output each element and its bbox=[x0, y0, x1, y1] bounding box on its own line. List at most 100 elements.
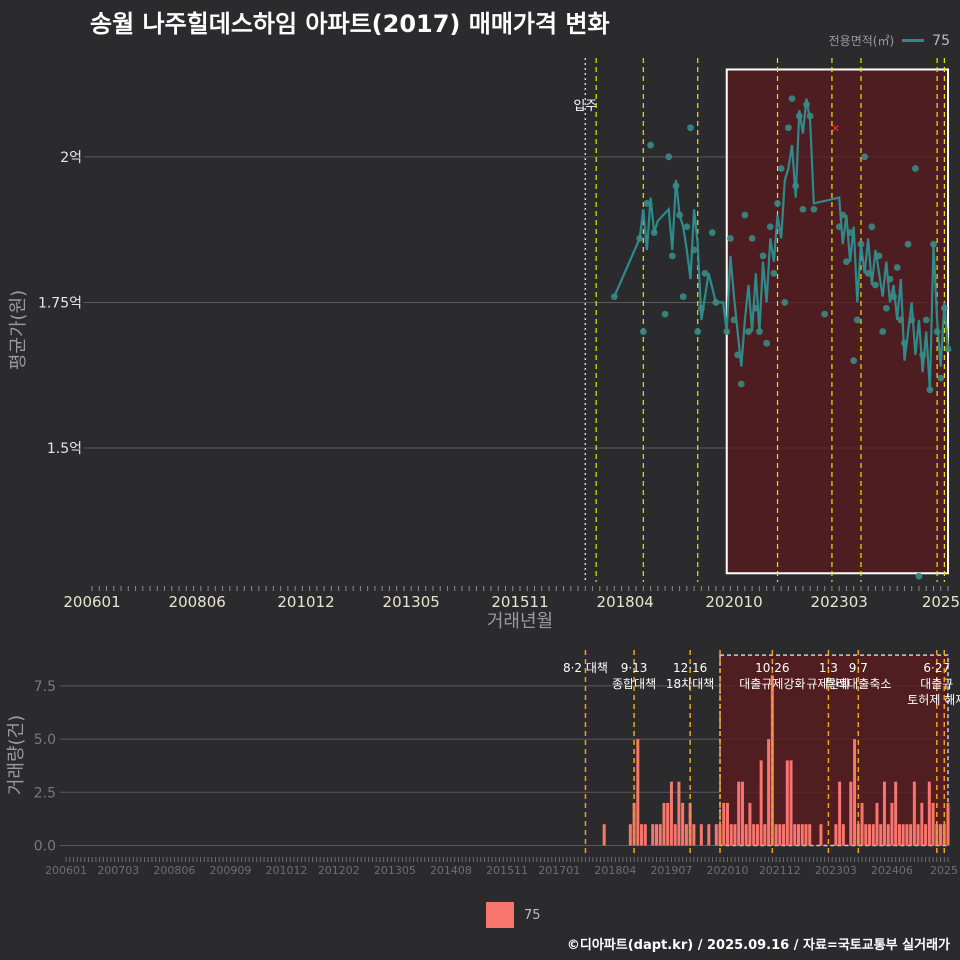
vol-x-tick-label: 200806 bbox=[153, 864, 195, 877]
x-tick-label: 201511 bbox=[491, 593, 548, 611]
volume-bar bbox=[740, 781, 744, 846]
volume-bar bbox=[841, 824, 845, 846]
vol-x-tick-label: 201804 bbox=[594, 864, 636, 877]
volume-bar bbox=[692, 824, 696, 846]
price-point bbox=[933, 328, 941, 335]
price-point bbox=[835, 223, 843, 231]
price-point bbox=[737, 380, 745, 388]
price-point bbox=[879, 328, 887, 335]
price-point bbox=[672, 182, 680, 190]
price-point bbox=[839, 211, 847, 219]
max-marker: × bbox=[831, 122, 840, 135]
policy-label: 8·2 대책 bbox=[563, 660, 608, 675]
volume-bar bbox=[909, 824, 913, 846]
price-point bbox=[636, 234, 644, 242]
move-in-label: 입주 bbox=[573, 99, 597, 114]
price-point bbox=[755, 328, 763, 335]
policy-label: 1·3 bbox=[819, 661, 838, 675]
legend-title: 전용면적(㎡) bbox=[828, 34, 895, 48]
vol-x-tick-label: 200601 bbox=[45, 864, 87, 877]
vol-x-tick-label: 202010 bbox=[707, 864, 749, 877]
price-point bbox=[803, 101, 810, 108]
volume-bar bbox=[916, 824, 920, 846]
price-point bbox=[853, 316, 861, 324]
volume-bar bbox=[879, 824, 883, 846]
volume-bar bbox=[752, 824, 756, 846]
volume-bar bbox=[793, 824, 797, 846]
price-point bbox=[785, 124, 792, 132]
volume-bar bbox=[673, 824, 677, 846]
volume-bar bbox=[946, 802, 950, 846]
volume-bar bbox=[748, 802, 752, 846]
price-point bbox=[868, 223, 876, 231]
price-point bbox=[857, 240, 865, 248]
policy-label: 9·7 bbox=[849, 661, 868, 675]
volume-bar bbox=[819, 824, 823, 846]
x-tick-label: 202010 bbox=[705, 593, 762, 611]
volume-bar bbox=[729, 824, 733, 846]
volume-bar bbox=[654, 824, 658, 846]
volume-bar bbox=[931, 802, 935, 846]
volume-bar bbox=[920, 802, 924, 846]
volume-bar bbox=[849, 781, 853, 846]
vol-x-tick-label: 201202 bbox=[318, 864, 360, 877]
price-point bbox=[850, 357, 858, 365]
price-point bbox=[893, 264, 901, 271]
x-tick-label: 200601 bbox=[63, 593, 120, 611]
price-point bbox=[676, 211, 683, 219]
price-point bbox=[697, 304, 705, 312]
legend-bar-label: 75 bbox=[524, 907, 541, 923]
volume-bar bbox=[804, 824, 808, 846]
price-point bbox=[610, 293, 618, 301]
volume-bar bbox=[763, 824, 767, 846]
volume-bar bbox=[651, 824, 655, 846]
price-point bbox=[759, 252, 767, 260]
footer-credit: ©디아파트(dapt.kr) / 2025.09.16 / 자료=국토교통부 실… bbox=[566, 938, 950, 953]
price-point bbox=[864, 269, 872, 277]
vol-x-tick-label: 201907 bbox=[650, 864, 692, 877]
volume-bar bbox=[797, 824, 801, 846]
volume-bar bbox=[789, 760, 793, 846]
volume-bar bbox=[860, 802, 864, 846]
price-point bbox=[665, 153, 673, 161]
price-point bbox=[799, 205, 807, 213]
x-tick-label: 201804 bbox=[597, 593, 654, 611]
price-point bbox=[679, 293, 687, 301]
volume-bar bbox=[737, 781, 741, 846]
price-point bbox=[915, 572, 923, 580]
page-title: 송월 나주힐데스하임 아파트(2017) 매매가격 변화 bbox=[90, 10, 610, 38]
price-point bbox=[726, 234, 734, 242]
price-point bbox=[810, 205, 818, 213]
volume-bar bbox=[699, 824, 703, 846]
volume-bar bbox=[890, 802, 894, 846]
price-point bbox=[643, 200, 651, 207]
vol-y-tick-label: 7.5 bbox=[34, 679, 56, 695]
legend-line-swatch bbox=[902, 39, 925, 42]
volume-bar bbox=[868, 824, 872, 846]
policy-label: 12·16 bbox=[673, 661, 707, 675]
volume-bar bbox=[669, 781, 673, 846]
volume-bar bbox=[838, 781, 842, 846]
volume-bar bbox=[886, 824, 890, 846]
vol-y-tick-label: 5.0 bbox=[34, 732, 56, 748]
volume-bar bbox=[778, 824, 782, 846]
price-chart: 1.5억 1.75억 2억 입주 × 200601 200806 201012 201305 20… bbox=[8, 58, 960, 632]
vol-y-axis-title: 거래량(건) bbox=[6, 715, 27, 795]
volume-bar bbox=[774, 824, 778, 846]
x-minor-ticks bbox=[91, 586, 949, 591]
volume-bar bbox=[628, 824, 632, 846]
vol-x-tick-label: 201511 bbox=[486, 864, 528, 877]
policy-label: 특례대출축소 bbox=[825, 677, 891, 691]
x-tick-label: 200806 bbox=[169, 593, 226, 611]
legend-bar-swatch bbox=[486, 902, 514, 928]
price-point bbox=[911, 165, 919, 172]
volume-bar bbox=[901, 824, 905, 846]
volume-bar bbox=[602, 824, 606, 846]
price-point bbox=[872, 281, 879, 289]
x-tick-label: 2025 bbox=[922, 593, 960, 611]
vol-x-tick-label: 201701 bbox=[538, 864, 580, 877]
policy-label: 대출규 bbox=[920, 677, 953, 691]
price-point bbox=[922, 316, 930, 324]
price-point bbox=[882, 304, 890, 312]
policy-label: 대출규제강화 bbox=[739, 677, 805, 691]
